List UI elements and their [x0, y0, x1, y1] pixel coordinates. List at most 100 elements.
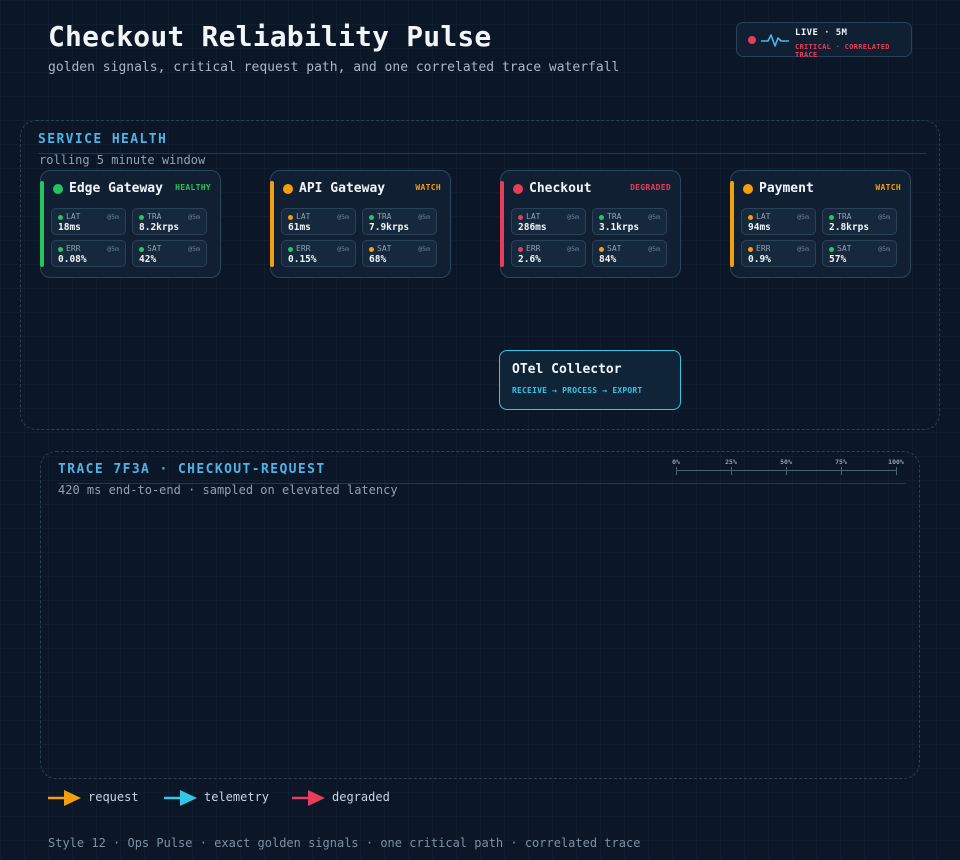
scale-tick-label: 25% [725, 458, 737, 466]
metric-key: SAT [837, 244, 852, 253]
status-accent-bar [40, 181, 44, 267]
metric-key: TRA [837, 212, 852, 221]
scale-tick [895, 467, 897, 475]
trace-panel [40, 451, 920, 779]
metric-tile: TRA @5m 3.1krps [592, 208, 667, 235]
metric-status-dot [58, 247, 63, 252]
arrow-icon [48, 790, 81, 806]
service-card[interactable]: Checkout DEGRADED LAT @5m 286ms TRA @5m 3.1krps… [500, 170, 681, 278]
metric-value: 0.08% [58, 254, 87, 265]
metric-window: @5m [797, 213, 809, 221]
status-dot [53, 184, 63, 194]
metric-status-dot [748, 215, 753, 220]
status-accent-bar [500, 181, 504, 267]
service-card[interactable]: Edge Gateway HEALTHY LAT @5m 18ms TRA @5m 8.2kr… [40, 170, 221, 278]
metric-status-dot [288, 247, 293, 252]
metric-key: LAT [66, 212, 81, 221]
metric-key: TRA [377, 212, 392, 221]
metric-value: 286ms [518, 222, 547, 233]
status-accent-bar [270, 181, 274, 267]
page-subtitle: golden signals, critical request path, a… [48, 60, 620, 75]
service-name: Checkout [529, 181, 592, 196]
service-health-title: SERVICE HEALTH [38, 132, 168, 147]
metric-key: TRA [147, 212, 162, 221]
metric-value: 57% [829, 254, 847, 265]
metric-status-dot [829, 215, 834, 220]
status-badge: HEALTHY [175, 183, 211, 192]
metric-window: @5m [797, 245, 809, 253]
metric-status-dot [748, 247, 753, 252]
metric-tile: TRA @5m 8.2krps [132, 208, 207, 235]
metric-value: 8.2krps [139, 222, 180, 233]
metric-key: SAT [377, 244, 392, 253]
metric-key: SAT [607, 244, 622, 253]
metric-value: 0.9% [748, 254, 771, 265]
legend-label: degraded [332, 790, 390, 804]
metric-window: @5m [648, 245, 660, 253]
scale-tick [675, 467, 677, 475]
scale-tick-label: 50% [780, 458, 792, 466]
metric-status-dot [369, 215, 374, 220]
status-accent-bar [730, 181, 734, 267]
metric-window: @5m [337, 213, 349, 221]
status-dot [283, 184, 293, 194]
service-name: Edge Gateway [69, 181, 163, 196]
trace-subtitle: 420 ms end-to-end · sampled on elevated … [58, 483, 398, 497]
status-dot [513, 184, 523, 194]
metric-tile: SAT @5m 84% [592, 240, 667, 267]
service-health-subtitle: rolling 5 minute window [39, 153, 206, 167]
metric-tile: LAT @5m 61ms [281, 208, 356, 235]
metric-value: 3.1krps [599, 222, 640, 233]
live-badge-sublabel: CRITICAL · CORRELATED TRACE [795, 43, 890, 59]
metric-window: @5m [337, 245, 349, 253]
service-card[interactable]: API Gateway WATCH LAT @5m 61ms TRA @5m 7.9krps E… [270, 170, 451, 278]
metric-key: LAT [756, 212, 771, 221]
metric-status-dot [829, 247, 834, 252]
metric-key: ERR [296, 244, 311, 253]
metric-value: 2.6% [518, 254, 541, 265]
metric-key: ERR [66, 244, 81, 253]
otel-collector-node[interactable]: OTel Collector RECEIVE → PROCESS → EXPOR… [499, 350, 681, 410]
status-badge: WATCH [875, 183, 901, 192]
metric-status-dot [599, 247, 604, 252]
metric-window: @5m [188, 245, 200, 253]
metric-key: ERR [526, 244, 541, 253]
metric-status-dot [518, 247, 523, 252]
scale-tick [840, 467, 842, 475]
status-badge: DEGRADED [630, 183, 671, 192]
status-badge: WATCH [415, 183, 441, 192]
service-health-panel [20, 120, 940, 430]
metric-key: SAT [147, 244, 162, 253]
metric-value: 0.15% [288, 254, 317, 265]
otel-collector-pipeline: RECEIVE → PROCESS → EXPORT [512, 386, 643, 395]
metric-window: @5m [418, 245, 430, 253]
metric-tile: SAT @5m 42% [132, 240, 207, 267]
otel-collector-title: OTel Collector [512, 362, 622, 377]
metric-window: @5m [188, 213, 200, 221]
scale-tick [785, 467, 787, 475]
metric-tile: TRA @5m 2.8krps [822, 208, 897, 235]
metric-key: TRA [607, 212, 622, 221]
metric-tile: ERR @5m 2.6% [511, 240, 586, 267]
metric-value: 84% [599, 254, 617, 265]
live-badge: LIVE · 5M CRITICAL · CORRELATED TRACE [736, 22, 912, 59]
trace-title: TRACE 7F3A · CHECKOUT-REQUEST [58, 462, 326, 477]
status-dot [743, 184, 753, 194]
metric-window: @5m [567, 245, 579, 253]
scale-tick-label: 75% [835, 458, 847, 466]
service-health-divider [38, 153, 926, 154]
metric-tile: LAT @5m 286ms [511, 208, 586, 235]
metric-status-dot [369, 247, 374, 252]
metric-window: @5m [107, 213, 119, 221]
arrow-icon [164, 790, 197, 806]
metric-tile: ERR @5m 0.15% [281, 240, 356, 267]
metric-tile: SAT @5m 68% [362, 240, 437, 267]
arrow-icon [292, 790, 325, 806]
metric-status-dot [599, 215, 604, 220]
scale-tick [730, 467, 732, 475]
metric-key: LAT [526, 212, 541, 221]
page-title: Checkout Reliability Pulse [48, 20, 492, 53]
metric-key: ERR [756, 244, 771, 253]
service-card[interactable]: Payment WATCH LAT @5m 94ms TRA @5m 2.8krps ERR @5… [730, 170, 911, 278]
live-badge-label: LIVE · 5M [795, 28, 848, 38]
